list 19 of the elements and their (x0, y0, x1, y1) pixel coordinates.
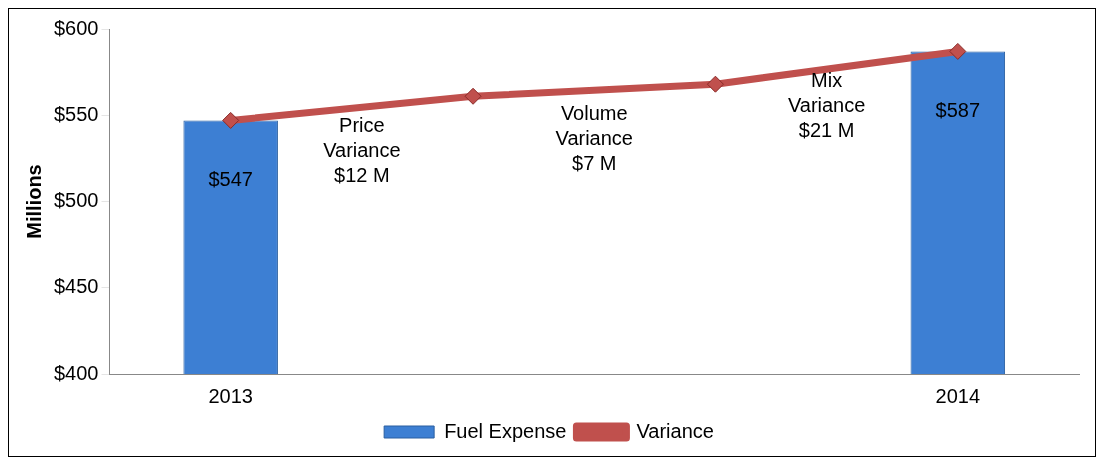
annotation: Mix Variance $21 M (787, 68, 866, 141)
data-label: $587 (935, 98, 981, 121)
y-tick-label: $500 (53, 189, 99, 212)
annotation: Volume Variance $7 M (555, 101, 633, 174)
y-tick-label: $550 (53, 102, 99, 125)
data-label: $547 (208, 167, 253, 190)
x-tick-label: 2014 (935, 384, 981, 407)
legend-label: Fuel Expense (444, 419, 567, 442)
point (464, 87, 482, 105)
point (706, 75, 724, 93)
x-tick-label: 2013 (208, 384, 253, 407)
y-axis-title: Millions (22, 164, 45, 239)
y-tick-label: $450 (53, 275, 99, 298)
legend-label: Variance (636, 419, 714, 442)
annotation: Price Variance $12 M (323, 113, 401, 186)
point (222, 111, 240, 129)
y-tick-label: $600 (53, 16, 99, 39)
y-tick-label: $400 (53, 361, 99, 384)
point (949, 42, 967, 60)
